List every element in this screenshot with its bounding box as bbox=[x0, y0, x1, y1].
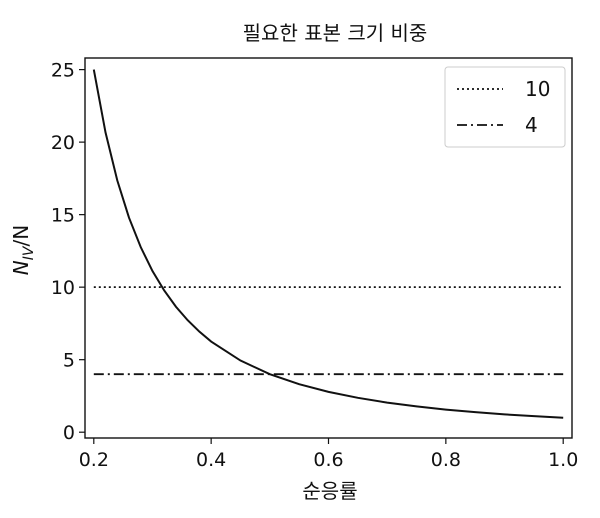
svg-text:NIV/N: NIV/N bbox=[9, 225, 37, 275]
x-tick-label: 1.0 bbox=[548, 449, 578, 471]
legend-box bbox=[444, 66, 566, 148]
legend-label: 4 bbox=[525, 113, 538, 137]
y-tick-label: 20 bbox=[51, 132, 75, 154]
series-layer bbox=[92, 69, 564, 419]
y-tick-label: 15 bbox=[51, 205, 75, 227]
y-axis-label-main: N bbox=[9, 260, 33, 275]
legend: 10 4 bbox=[444, 66, 566, 148]
y-tick-label: 25 bbox=[51, 60, 75, 82]
x-axis-label: 순응률 bbox=[302, 479, 357, 503]
series-line-curve bbox=[92, 69, 564, 419]
x-tick-label: 0.6 bbox=[313, 449, 343, 471]
y-tick-label: 5 bbox=[63, 350, 75, 372]
legend-label: 10 bbox=[525, 77, 550, 101]
y-tick-label: 10 bbox=[51, 277, 75, 299]
x-tick-label: 0.4 bbox=[196, 449, 226, 471]
y-tick-label: 0 bbox=[63, 422, 75, 444]
x-tick-label: 0.2 bbox=[79, 449, 109, 471]
y-axis-label: NIV/N bbox=[9, 225, 37, 275]
y-axis-label-sub: IV bbox=[21, 245, 37, 260]
chart-title: 필요한 표본 크기 비중 bbox=[243, 21, 428, 45]
x-tick-label: 0.8 bbox=[431, 449, 461, 471]
y-axis-label-tail: /N bbox=[9, 225, 33, 247]
ticks-layer: 0.2 0.4 0.6 0.8 1.0 0 5 10 15 20 25 bbox=[51, 60, 578, 471]
